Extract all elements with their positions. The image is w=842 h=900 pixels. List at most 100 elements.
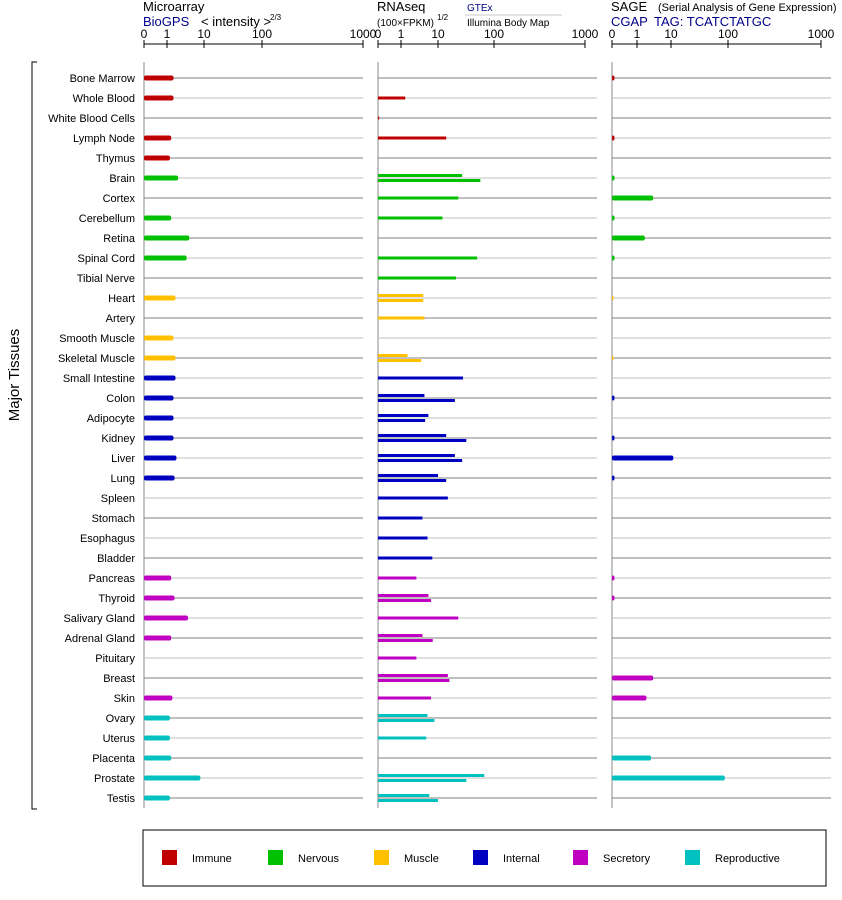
microarray-tick-label: 1 xyxy=(164,27,171,41)
rnaseq-bar xyxy=(378,216,443,220)
sage-tick-label: 1000 xyxy=(808,27,835,41)
rnaseq-bar xyxy=(378,639,433,642)
rnaseq-bar xyxy=(378,354,408,357)
sage-tick-label: 0 xyxy=(609,27,616,41)
rnaseq-bar xyxy=(378,794,430,797)
sage-bar xyxy=(612,75,615,81)
rnaseq-bar xyxy=(378,576,417,580)
microarray-bar xyxy=(144,75,174,81)
tissue-bracket xyxy=(31,61,37,810)
sage-tag: TAG: TCATCTATGC xyxy=(654,14,771,29)
sage-bar xyxy=(612,435,615,441)
rnaseq-bar xyxy=(378,419,426,422)
rnaseq-bar xyxy=(378,799,438,802)
tissue-label: Brain xyxy=(109,173,135,185)
tissue-label: Heart xyxy=(108,293,135,305)
grid-layer xyxy=(143,62,831,808)
rnaseq-bar xyxy=(378,719,435,722)
tissue-label: Whole Blood xyxy=(73,93,135,105)
microarray-bar xyxy=(144,255,187,261)
rnaseq-tick-label: 1000 xyxy=(572,27,599,41)
rnaseq-bar xyxy=(378,179,481,182)
rnaseq-unit-exponent: 1/2 xyxy=(437,13,449,22)
rnaseq-bar xyxy=(378,556,433,560)
microarray-bar xyxy=(144,735,170,741)
microarray-bar xyxy=(144,235,190,241)
microarray-bar xyxy=(144,475,175,481)
legend-label: Nervous xyxy=(298,853,339,865)
microarray-tick-label: 100 xyxy=(252,27,272,41)
rnaseq-tick-label: 1 xyxy=(398,27,405,41)
legend-label: Secretory xyxy=(603,853,651,865)
rnaseq-bar xyxy=(378,316,425,320)
tissue-label: White Blood Cells xyxy=(48,113,135,125)
microarray-bar xyxy=(144,335,174,341)
tissue-label: Liver xyxy=(111,453,135,465)
microarray-bar xyxy=(144,695,173,701)
sage-bar xyxy=(612,675,654,681)
rnaseq-bar xyxy=(378,256,478,260)
sage-bar xyxy=(612,215,615,221)
tissue-label: Ovary xyxy=(106,713,136,725)
rnaseq-bar xyxy=(378,696,432,700)
microarray-bar xyxy=(144,375,176,381)
sage-bar xyxy=(612,755,652,761)
microarray-bar xyxy=(144,155,170,161)
tissue-label: Stomach xyxy=(92,513,135,525)
sage-bar xyxy=(612,475,615,481)
rnaseq-source-bodymap: Illumina Body Map xyxy=(467,18,550,29)
tissue-label: Bone Marrow xyxy=(70,73,135,85)
rnaseq-unit: (100×FPKM) xyxy=(377,18,434,29)
rnaseq-bar xyxy=(378,394,425,397)
rnaseq-tick-label: 0 xyxy=(375,27,382,41)
tissue-labels: Bone Marrow Whole Blood White Blood Cells L… xyxy=(48,73,136,805)
tissue-label: Placenta xyxy=(92,753,136,765)
tissue-label: Cortex xyxy=(103,193,136,205)
rnaseq-bar xyxy=(378,276,457,280)
rnaseq-bar xyxy=(378,616,459,620)
tissue-label: Cerebellum xyxy=(79,213,135,225)
microarray-bar xyxy=(144,215,172,221)
rnaseq-title: RNAseq xyxy=(377,0,425,14)
sage-bar xyxy=(612,395,615,401)
rnaseq-bar xyxy=(378,674,448,677)
rnaseq-bar xyxy=(378,779,467,782)
microarray-bar xyxy=(144,615,189,621)
microarray-unit: < intensity > xyxy=(201,14,271,29)
rnaseq-bar xyxy=(378,174,463,177)
microarray-bar xyxy=(144,575,172,581)
microarray-bar xyxy=(144,135,172,141)
legend-swatch xyxy=(685,850,700,865)
tissue-label: Spinal Cord xyxy=(78,253,135,265)
microarray-bar xyxy=(144,95,174,101)
rnaseq-bar xyxy=(378,196,459,200)
rnaseq-source-gtex: GTEx xyxy=(467,3,493,14)
sage-source: CGAP xyxy=(611,14,648,29)
legend-swatch xyxy=(162,850,177,865)
tissue-label: Salivary Gland xyxy=(63,613,135,625)
rnaseq-bar xyxy=(378,359,422,362)
tissue-label: Lymph Node xyxy=(73,133,135,145)
tissue-label: Adipocyte xyxy=(87,413,135,425)
sage-bar xyxy=(612,775,725,781)
sage-subtitle: (Serial Analysis of Gene Expression) xyxy=(658,2,837,14)
rnaseq-bar xyxy=(378,376,464,380)
sage-bar xyxy=(612,595,615,601)
sage-tick-label: 100 xyxy=(718,27,738,41)
rnaseq-bar xyxy=(378,414,429,417)
bars-layer xyxy=(144,75,725,802)
sage-title: SAGE xyxy=(611,0,647,14)
microarray-tick-label: 0 xyxy=(141,27,148,41)
microarray-bar xyxy=(144,715,170,721)
microarray-source: BioGPS xyxy=(143,14,190,29)
rnaseq-bar xyxy=(378,774,485,777)
microarray-bar xyxy=(144,795,170,801)
legend-swatch xyxy=(573,850,588,865)
tissue-label: Artery xyxy=(106,313,136,325)
rnaseq-bar xyxy=(378,536,428,540)
rnaseq-tick-label: 100 xyxy=(484,27,504,41)
rnaseq-bar xyxy=(378,459,463,462)
sage-bar xyxy=(612,695,647,701)
